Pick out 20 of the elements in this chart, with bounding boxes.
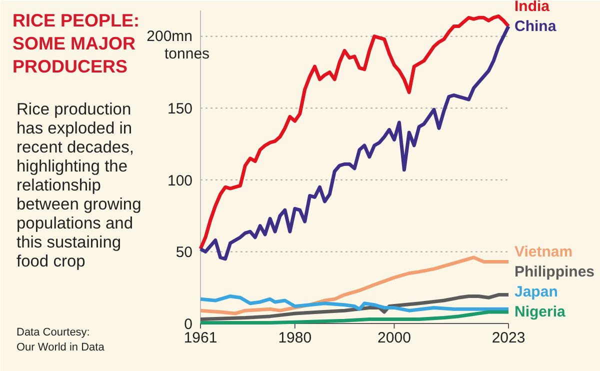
y-tick-label: 150 bbox=[167, 100, 193, 118]
y-axis-title: tonnes bbox=[164, 45, 210, 62]
x-tick-label: 2000 bbox=[378, 330, 411, 346]
text: Data Courtesy: Our World in Data bbox=[16, 326, 106, 354]
line-series bbox=[198, 310, 510, 325]
text: Rice production has exploded in recent decades, highlighting the relationship between growing populations and this sustaining food crop bbox=[16, 100, 142, 270]
series-label: Japan bbox=[514, 284, 558, 301]
series-label: Nigeria bbox=[514, 304, 566, 321]
series-label: Vietnam bbox=[514, 244, 573, 261]
text: RICE PEOPLE: SOME MAJOR PRODUCERS bbox=[12, 10, 140, 76]
x-tick-label: 1980 bbox=[278, 330, 312, 346]
series-label: Philippines bbox=[514, 264, 595, 281]
y-tick-label: 100 bbox=[167, 172, 193, 190]
line-series bbox=[198, 256, 510, 316]
line-series bbox=[198, 293, 510, 321]
x-tick-label: 2023 bbox=[492, 330, 526, 346]
y-tick-label: 200mn bbox=[146, 28, 193, 45]
line-series bbox=[198, 294, 510, 312]
series-label: China bbox=[514, 18, 557, 35]
y-tick-label: 50 bbox=[176, 244, 193, 262]
